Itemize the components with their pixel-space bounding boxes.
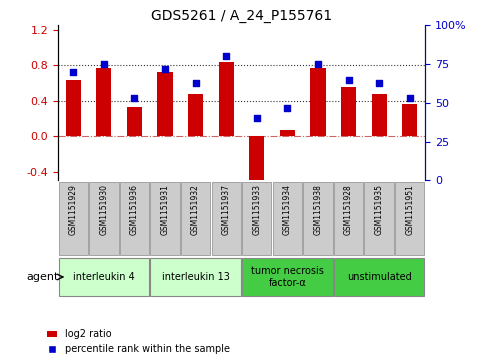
FancyBboxPatch shape (395, 182, 425, 255)
Text: GSM1151932: GSM1151932 (191, 184, 200, 235)
Point (222, 53, 230, 59)
Bar (96, 68, 112, 136)
Text: GSM1151938: GSM1151938 (313, 184, 323, 235)
FancyBboxPatch shape (365, 182, 394, 255)
Bar (188, 94, 203, 136)
Bar (219, 62, 234, 136)
Bar (311, 68, 326, 136)
Point (130, 95, 138, 101)
Text: GSM1151929: GSM1151929 (69, 184, 78, 235)
FancyBboxPatch shape (242, 258, 333, 295)
Bar (66, 80, 81, 136)
FancyBboxPatch shape (120, 182, 149, 255)
Text: GSM1151934: GSM1151934 (283, 184, 292, 235)
Text: GSM1151937: GSM1151937 (222, 184, 231, 235)
FancyBboxPatch shape (89, 182, 118, 255)
Text: interleukin 13: interleukin 13 (162, 272, 229, 282)
Text: GSM1151936: GSM1151936 (130, 184, 139, 235)
Point (100, 61, 108, 67)
Point (314, 61, 322, 67)
FancyBboxPatch shape (334, 258, 425, 295)
FancyBboxPatch shape (58, 258, 149, 295)
Point (345, 77, 353, 83)
Text: tumor necrosis
factor-α: tumor necrosis factor-α (251, 266, 324, 288)
Text: interleukin 4: interleukin 4 (73, 272, 135, 282)
Bar (127, 107, 142, 136)
FancyBboxPatch shape (212, 182, 241, 255)
Text: unstimulated: unstimulated (347, 272, 412, 282)
FancyBboxPatch shape (150, 258, 241, 295)
Title: GDS5261 / A_24_P155761: GDS5261 / A_24_P155761 (151, 9, 332, 23)
Text: GSM1151931: GSM1151931 (160, 184, 170, 235)
Point (192, 80, 199, 86)
FancyBboxPatch shape (242, 182, 271, 255)
FancyBboxPatch shape (58, 182, 88, 255)
FancyBboxPatch shape (150, 182, 180, 255)
Point (406, 95, 413, 101)
FancyBboxPatch shape (303, 182, 333, 255)
Text: GSM1151951: GSM1151951 (405, 184, 414, 235)
FancyBboxPatch shape (273, 182, 302, 255)
Legend: log2 ratio, percentile rank within the sample: log2 ratio, percentile rank within the s… (43, 326, 234, 358)
Point (161, 66, 169, 72)
FancyBboxPatch shape (181, 182, 210, 255)
Text: GSM1151935: GSM1151935 (375, 184, 384, 235)
Point (375, 80, 383, 86)
Text: agent: agent (26, 272, 58, 282)
FancyBboxPatch shape (334, 182, 363, 255)
Bar (341, 86, 356, 136)
Text: GSM1151933: GSM1151933 (252, 184, 261, 235)
Bar (402, 104, 417, 136)
Bar (280, 130, 295, 136)
Bar (157, 72, 173, 136)
Point (253, 115, 261, 121)
Text: GSM1151928: GSM1151928 (344, 184, 353, 235)
Point (70, 69, 77, 75)
Bar (249, 136, 265, 182)
Text: GSM1151930: GSM1151930 (99, 184, 108, 235)
Point (284, 105, 291, 110)
Bar (371, 94, 387, 136)
